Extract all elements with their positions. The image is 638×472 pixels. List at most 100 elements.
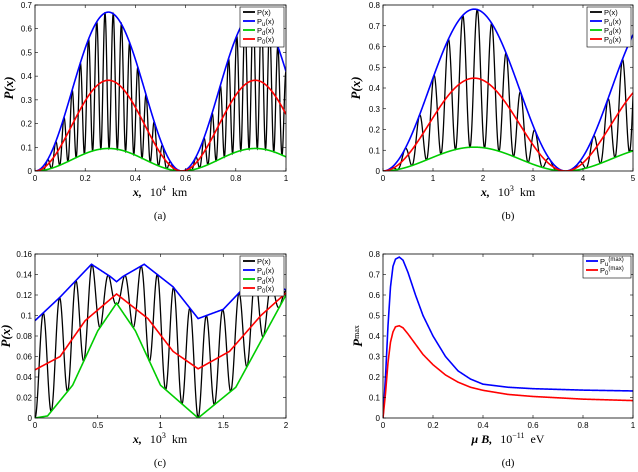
x-axis-label: x, 104 km [132, 180, 188, 199]
panel-caption: (d) [502, 457, 515, 469]
x-tick-label: 0.2 [427, 421, 439, 430]
legend: P(x)Pu(x)Pd(x)P0(x) [239, 255, 285, 297]
y-tick-label: 0.5 [21, 48, 33, 57]
x-tick-label: 0.2 [80, 174, 92, 183]
y-tick-label: 0.4 [369, 332, 381, 341]
y-axis-label: P(x) [348, 76, 363, 99]
series-P0-line [35, 79, 286, 171]
y-tick-label: 0.8 [369, 1, 381, 10]
legend: P(x)Pu(x)Pd(x)P0(x) [586, 6, 632, 48]
y-tick-label: 0.8 [369, 250, 381, 259]
y-tick-label: 0.3 [21, 96, 33, 105]
y-tick-label: 0.2 [369, 126, 381, 135]
x-tick-label: 1 [158, 421, 163, 430]
x-tick-label: 0.6 [180, 174, 192, 183]
x-axis-label: x, 103 km [132, 427, 188, 446]
legend: Pu(max)P0(max) [582, 255, 632, 279]
x-tick-label: 0.4 [477, 421, 489, 430]
y-tick-label: 0.5 [369, 312, 381, 321]
panel-caption: (b) [502, 210, 515, 222]
x-tick-label: 1 [284, 174, 289, 183]
y-tick-label: 0.7 [369, 22, 381, 31]
x-tick-label: 0.5 [92, 421, 104, 430]
legend-entry: Pu(x) [604, 17, 622, 28]
legend-entry: P0(x) [604, 35, 622, 46]
y-tick-label: 0.1 [369, 394, 381, 403]
y-tick-label: 0.2 [369, 373, 381, 382]
legend-entry: P(x) [257, 257, 271, 266]
y-tick-label: 0.4 [369, 84, 381, 93]
legend-entry: P(x) [257, 8, 271, 17]
legend-entry: P0(x) [257, 35, 275, 46]
x-tick-label: 1.5 [218, 421, 230, 430]
panel-caption: (c) [154, 457, 167, 469]
y-tick-label: 0.02 [16, 394, 32, 403]
legend-entry: P0(x) [257, 284, 275, 295]
legend-entry: Pu(max) [600, 257, 624, 268]
series-P-line [35, 263, 286, 418]
y-tick-label: 0.7 [369, 271, 381, 280]
y-tick-label: 0.3 [369, 105, 381, 114]
x-tick-label: 0 [381, 174, 386, 183]
legend-box [239, 6, 285, 48]
legend: P(x)Pu(x)Pd(x)P0(x) [239, 6, 285, 48]
x-tick-label: 0.4 [130, 174, 142, 183]
legend-entry: Pd(x) [604, 26, 622, 37]
series-P-line [383, 8, 633, 171]
series-Pd-line [35, 294, 286, 418]
y-tick-label: 0.16 [16, 250, 32, 259]
y-tick-label: 0.12 [16, 291, 32, 300]
series-Pu-line [383, 8, 633, 171]
plot-frame [34, 4, 287, 172]
y-tick-label: 0.3 [369, 353, 381, 362]
y-tick-label: 0 [376, 167, 381, 176]
legend-entry: P0(max) [600, 266, 624, 277]
y-tick-label: 0 [28, 167, 33, 176]
x-tick-label: 0.8 [577, 421, 589, 430]
panel-caption: (a) [154, 210, 167, 222]
y-tick-label: 0.6 [369, 291, 381, 300]
y-tick-label: 0.4 [21, 72, 33, 81]
y-tick-label: 0.14 [16, 271, 32, 280]
x-tick-label: 3 [531, 174, 536, 183]
y-tick-label: 0.04 [16, 373, 32, 382]
plot-frame [382, 253, 634, 419]
legend-box [586, 6, 632, 48]
y-tick-label: 0.06 [16, 353, 32, 362]
series-Pd-line [35, 147, 286, 171]
x-tick-label: 2 [481, 174, 486, 183]
series-Pu-max-line [383, 256, 633, 418]
y-tick-label: 0.6 [369, 43, 381, 52]
y-tick-label: 0.5 [369, 63, 381, 72]
panel-c: 0 0.5 1 1.5 2 0 0.02 0.04 0.06 0.08 0.1 0.12 0.14 0.… [0, 250, 289, 469]
series-P0-line [383, 77, 633, 171]
y-axis-label: P(x) [1, 76, 16, 99]
legend-box [239, 255, 285, 297]
legend-entry: Pd(x) [257, 26, 275, 37]
panel-d: 0 0.2 0.4 0.6 0.8 1 0 0.1 0.2 0.3 0.4 0.5 0.6 0.7 0.8… [350, 250, 636, 469]
series-Pd-line [383, 146, 633, 171]
y-tick-label: 0.08 [16, 332, 32, 341]
y-tick-label: 0.2 [21, 120, 33, 129]
legend-entry: Pu(x) [257, 17, 275, 28]
series-P0-max-line [383, 324, 633, 418]
x-tick-label: 1 [431, 174, 436, 183]
x-tick-label: 2 [284, 421, 289, 430]
y-tick-label: 0.7 [21, 1, 33, 10]
y-tick-label: 0 [376, 414, 381, 423]
x-tick-label: 1 [631, 421, 636, 430]
x-axis-label: μ B, 10−11 eV [471, 427, 545, 446]
series-P0-line [35, 292, 286, 371]
legend-entry: Pu(x) [257, 266, 275, 277]
y-tick-label: 0 [28, 414, 33, 423]
x-tick-label: 0 [33, 421, 38, 430]
x-tick-label: 0.8 [230, 174, 242, 183]
legend-entry: P(x) [604, 8, 618, 17]
y-axis-label: P(x) [0, 324, 13, 347]
x-axis-label: x, 103 km [480, 180, 536, 199]
panel-a: 0 0.2 0.4 0.6 0.8 1 0 0.1 0.2 0.3 0.4 0.5 0.6 0.7 P(… [1, 1, 289, 222]
x-tick-label: 0 [33, 174, 38, 183]
y-tick-label: 0.1 [369, 146, 381, 155]
